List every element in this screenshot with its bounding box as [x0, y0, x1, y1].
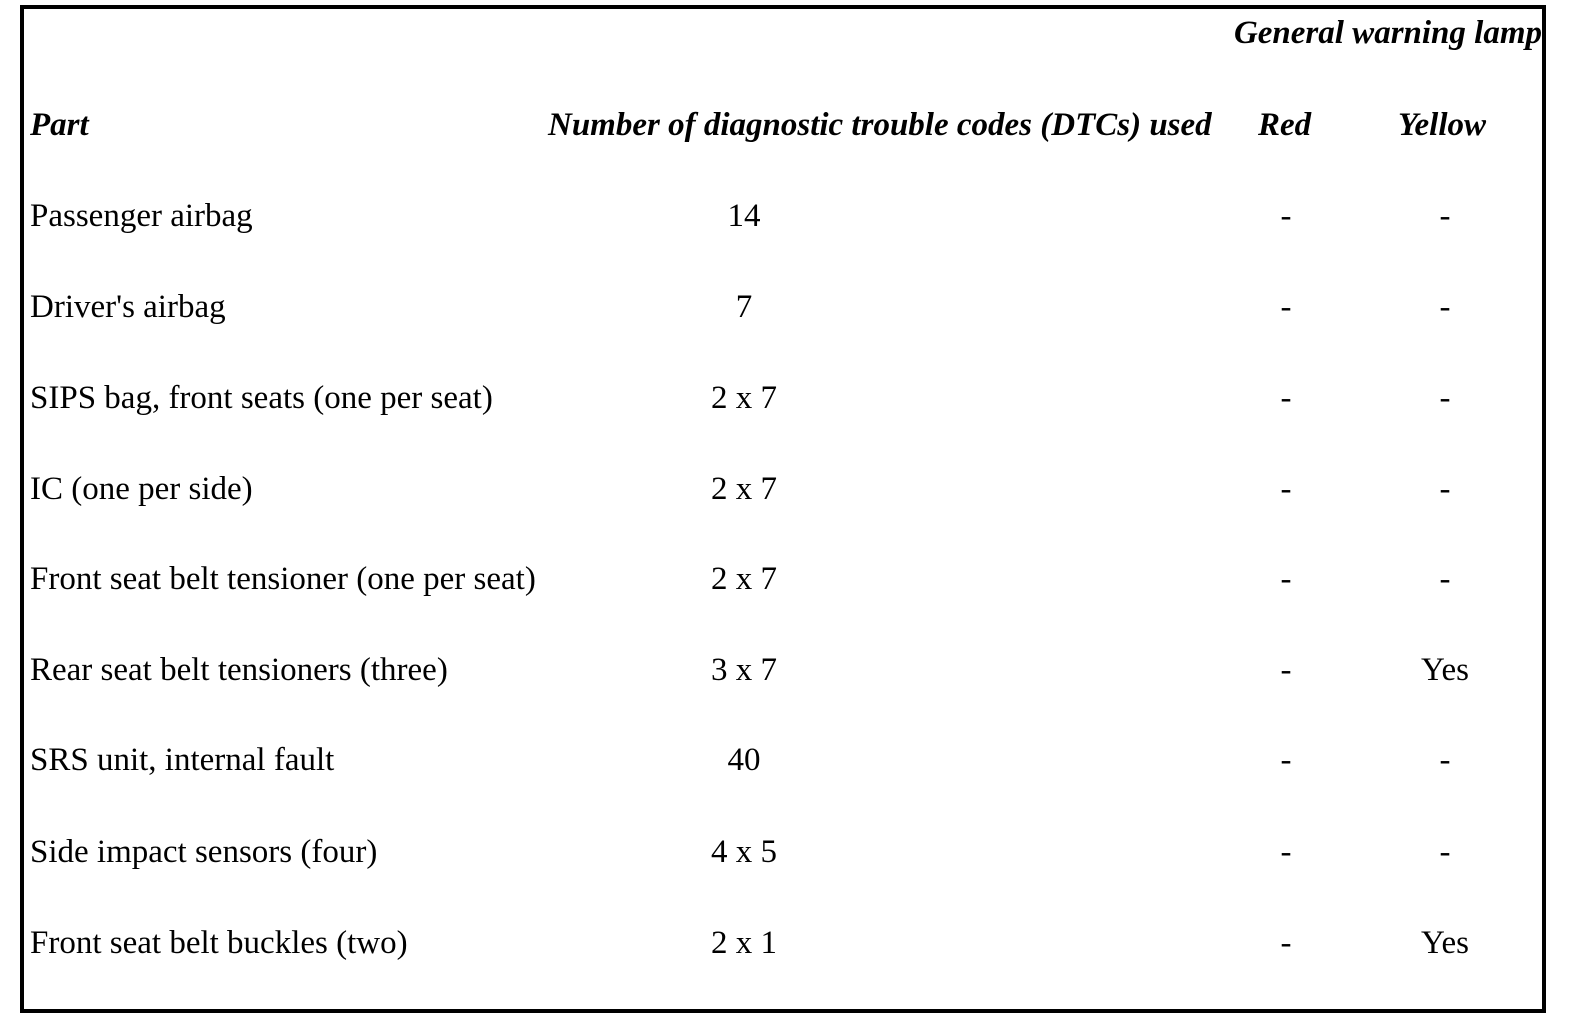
row-3-yellow: - [1439, 380, 1451, 416]
row-5-red: - [1280, 561, 1292, 597]
part-column-header: Part [30, 107, 89, 143]
row-3-dtc: 2 x 7 [711, 380, 777, 416]
row-8-dtc: 4 x 5 [711, 834, 777, 870]
row-1-yellow: - [1439, 198, 1451, 234]
row-8-yellow: - [1439, 834, 1451, 870]
row-9-red: - [1280, 925, 1292, 961]
row-6-part: Rear seat belt tensioners (three) [30, 652, 448, 688]
row-1-part: Passenger airbag [30, 198, 253, 234]
row-9-part: Front seat belt buckles (two) [30, 925, 408, 961]
row-2-red: - [1280, 289, 1292, 325]
row-6-red: - [1280, 652, 1292, 688]
row-8-red: - [1280, 834, 1292, 870]
dtc-table: General warning lamp Part Number of diag… [20, 5, 1546, 1013]
row-7-dtc: 40 [727, 742, 761, 778]
row-9-dtc: 2 x 1 [711, 925, 777, 961]
row-5-yellow: - [1439, 561, 1451, 597]
row-3-part: SIPS bag, front seats (one per seat) [30, 380, 493, 416]
row-2-dtc: 7 [735, 289, 753, 325]
yellow-column-header: Yellow [1398, 107, 1486, 143]
row-1-red: - [1280, 198, 1292, 234]
row-4-red: - [1280, 471, 1292, 507]
row-7-part: SRS unit, internal fault [30, 742, 335, 778]
row-4-dtc: 2 x 7 [711, 471, 777, 507]
row-7-red: - [1280, 742, 1292, 778]
row-1-dtc: 14 [727, 198, 761, 234]
dtc-column-header: Number of diagnostic trouble codes (DTCs… [548, 107, 1212, 143]
general-warning-lamp-header: General warning lamp [1233, 15, 1542, 51]
row-6-yellow: Yes [1420, 652, 1470, 688]
row-4-part: IC (one per side) [30, 471, 253, 507]
row-6-dtc: 3 x 7 [711, 652, 777, 688]
row-8-part: Side impact sensors (four) [30, 834, 378, 870]
row-5-part: Front seat belt tensioner (one per seat) [30, 561, 536, 597]
row-2-yellow: - [1439, 289, 1451, 325]
red-column-header: Red [1258, 107, 1312, 143]
row-9-yellow: Yes [1420, 925, 1470, 961]
row-3-red: - [1280, 380, 1292, 416]
row-2-part: Driver's airbag [30, 289, 226, 325]
row-7-yellow: - [1439, 742, 1451, 778]
row-4-yellow: - [1439, 471, 1451, 507]
row-5-dtc: 2 x 7 [711, 561, 777, 597]
